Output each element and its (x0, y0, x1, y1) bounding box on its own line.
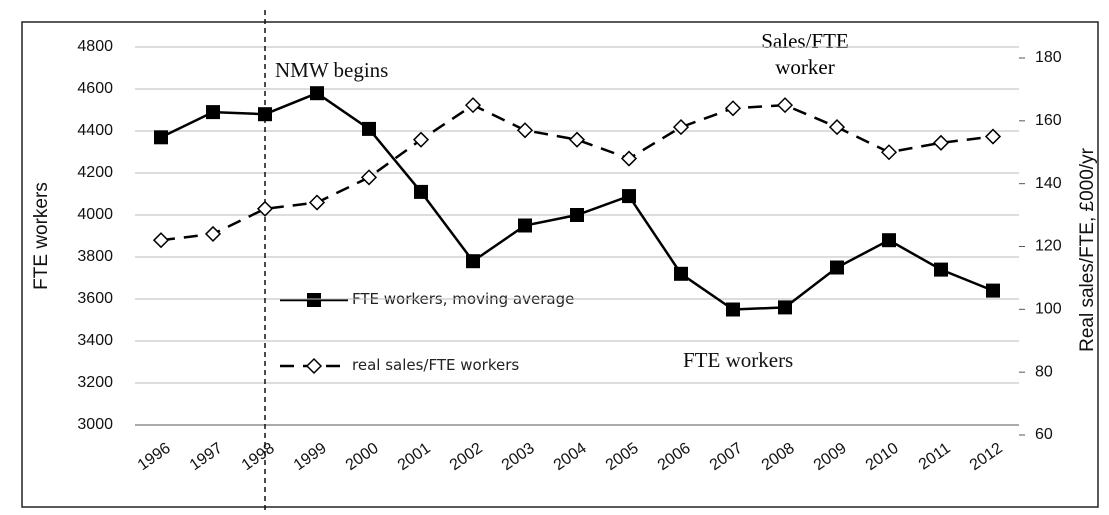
y-tick-label: 3200 (77, 374, 113, 391)
y-tick-label: 3400 (77, 332, 113, 349)
marker (362, 121, 376, 136)
y2-tick-label: 80 (1035, 363, 1053, 380)
y-tick-label: 4200 (77, 164, 113, 181)
y2-axis-label: Real sales/FTE, £000/yr (1077, 147, 1098, 351)
marker (360, 169, 378, 186)
x-tick-label: 2004 (551, 440, 590, 474)
marker (830, 260, 844, 275)
marker (620, 150, 638, 167)
marker (258, 107, 272, 122)
marker (724, 100, 742, 117)
x-tick-label: 1997 (187, 440, 226, 474)
y2-tick-label: 140 (1035, 175, 1062, 192)
x-tick-label: 2012 (967, 440, 1006, 474)
annotation: FTE workers (683, 348, 793, 372)
marker (776, 97, 794, 114)
series-line (160, 103, 994, 242)
annotation-box: Sales/FTE worker (761, 29, 849, 79)
marker (152, 232, 170, 249)
x-tick-label: 1999 (291, 440, 330, 474)
marker (622, 189, 636, 204)
legend-label-box: real sales/FTE workers (352, 356, 520, 374)
y2-tick-label: 100 (1035, 301, 1062, 318)
series-line (160, 91, 994, 311)
marker (310, 86, 324, 101)
x-tick-label: 2003 (499, 440, 538, 474)
marker (464, 97, 482, 114)
marker (568, 131, 586, 148)
x-tick-label: 2009 (811, 440, 850, 474)
x-tick-label: 2001 (395, 440, 434, 474)
legend-label: real sales/FTE workers (352, 356, 520, 374)
x-tick-label: 2006 (655, 440, 694, 474)
y-tick-label: 3600 (77, 290, 113, 307)
y2-tick-label: 120 (1035, 238, 1062, 255)
y-axis-label: FTE workers (31, 182, 52, 290)
chart-frame (21, 21, 1099, 508)
marker (414, 184, 428, 199)
marker (828, 119, 846, 136)
marker (466, 254, 480, 269)
marker (934, 262, 948, 277)
legend-marker (307, 293, 321, 307)
marker (778, 300, 792, 315)
marker (880, 144, 898, 161)
marker (674, 266, 688, 281)
marker (672, 119, 690, 136)
marker (518, 218, 532, 233)
y2-tick-label: 180 (1035, 49, 1062, 66)
y-tick-label: 4800 (77, 38, 113, 55)
x-tick-label: 2008 (759, 440, 798, 474)
x-tick-label: 2011 (916, 440, 954, 474)
y2-tick-label: 60 (1035, 426, 1053, 443)
x-tick-label: 1998 (239, 440, 278, 474)
annotation: NMW begins (275, 58, 388, 82)
x-tick-label: 2007 (707, 440, 746, 474)
marker (516, 122, 534, 139)
marker (308, 194, 326, 211)
marker (206, 105, 220, 120)
legend-marker (305, 357, 323, 375)
marker (984, 128, 1002, 145)
annotation: Sales/FTE worker (761, 29, 849, 79)
marker (932, 134, 950, 151)
marker (882, 233, 896, 248)
y-tick-label: 3000 (77, 416, 113, 433)
y2-tick-label: 160 (1035, 112, 1062, 129)
marker (570, 208, 584, 222)
marker (412, 131, 430, 148)
x-tick-label: 2000 (343, 440, 382, 474)
x-tick-label: 2005 (603, 440, 642, 474)
marker (204, 225, 222, 242)
y-tick-label: 4000 (77, 206, 113, 223)
marker (986, 283, 1000, 298)
marker (256, 200, 274, 217)
x-tick-label: 2010 (863, 440, 902, 474)
y-tick-label: 4600 (77, 80, 113, 97)
marker (726, 302, 740, 317)
marker (154, 130, 168, 145)
x-tick-label: 2002 (447, 440, 486, 474)
legend: FTE workers, moving average real sales/FT… (280, 290, 574, 375)
x-tick-label: 1996 (135, 440, 174, 474)
y-tick-label: 3800 (77, 248, 113, 265)
legend-label-box: FTE workers, moving average (352, 290, 574, 308)
y-tick-label: 4400 (77, 122, 113, 139)
